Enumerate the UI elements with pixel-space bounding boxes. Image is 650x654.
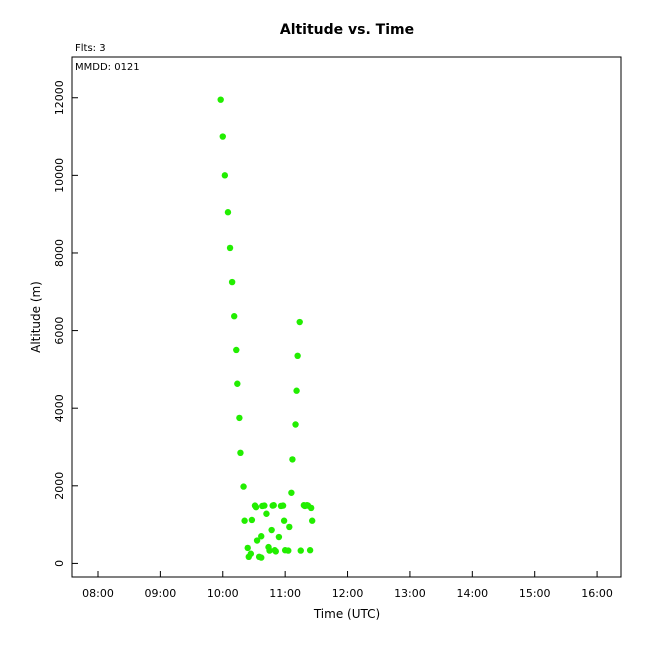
data-point (226, 244, 234, 252)
x-tick-label: 14:00 (456, 587, 488, 600)
y-axis-label: Altitude (m) (29, 281, 43, 353)
data-point (294, 352, 301, 360)
data-point (234, 380, 241, 387)
data-point (266, 547, 273, 554)
data-point (253, 537, 261, 544)
y-tick-label: 0 (53, 560, 66, 567)
data-point (307, 504, 315, 512)
x-tick-label: 09:00 (145, 587, 177, 600)
data-point (248, 516, 256, 524)
x-tick-label: 16:00 (581, 587, 613, 600)
plot-frame (71, 56, 622, 578)
data-point (258, 554, 265, 561)
y-tick-label: 6000 (53, 317, 66, 345)
x-axis: 08:00 09:00 10:00 11:00 12:00 13:00 14:00 15:00… (82, 571, 613, 600)
data-point (297, 547, 304, 554)
data-point (258, 533, 265, 540)
data-point (268, 526, 275, 534)
chart-title: Altitude vs. Time (280, 22, 414, 38)
x-tick-label: 08:00 (82, 587, 114, 600)
data-point (241, 517, 248, 524)
data-point (270, 502, 277, 509)
mmdd-annotation: MMDD: 0121 (75, 62, 140, 73)
data-point (219, 133, 226, 140)
data-point (308, 517, 316, 524)
data-point (279, 502, 287, 509)
x-tick-label: 12:00 (332, 587, 364, 600)
data-point (221, 172, 229, 179)
x-tick-label: 13:00 (394, 587, 426, 600)
data-point (306, 547, 314, 554)
data-point (263, 510, 270, 517)
data-point (236, 414, 243, 422)
x-tick-label: 11:00 (269, 587, 301, 600)
data-point (285, 547, 292, 554)
data-points (217, 96, 316, 561)
data-point (275, 533, 283, 541)
data-point (272, 548, 279, 555)
y-tick-label: 12000 (53, 80, 66, 115)
data-point (244, 544, 251, 552)
data-point (231, 313, 238, 320)
data-point (280, 517, 288, 524)
y-tick-label: 8000 (53, 239, 66, 267)
data-point (247, 550, 255, 557)
data-point (217, 96, 224, 103)
y-tick-label: 4000 (53, 394, 66, 422)
data-point (240, 483, 247, 490)
data-point (252, 503, 260, 511)
data-point (224, 209, 232, 216)
y-axis: 0 2000 4000 6000 8000 10000 12000 (53, 80, 78, 567)
data-point (286, 523, 293, 531)
data-point (261, 502, 268, 509)
data-point (293, 387, 300, 394)
data-point (288, 489, 295, 496)
x-tick-label: 15:00 (519, 587, 551, 600)
y-tick-label: 2000 (53, 472, 66, 500)
data-point (237, 449, 244, 457)
data-point (292, 421, 299, 428)
x-tick-label: 10:00 (207, 587, 239, 600)
data-point (296, 318, 303, 326)
data-point (233, 346, 240, 354)
y-tick-label: 10000 (53, 158, 66, 193)
data-point (228, 278, 236, 286)
flights-annotation: Flts: 3 (75, 43, 106, 54)
data-point (289, 456, 296, 463)
x-axis-label: Time (UTC) (313, 607, 380, 621)
